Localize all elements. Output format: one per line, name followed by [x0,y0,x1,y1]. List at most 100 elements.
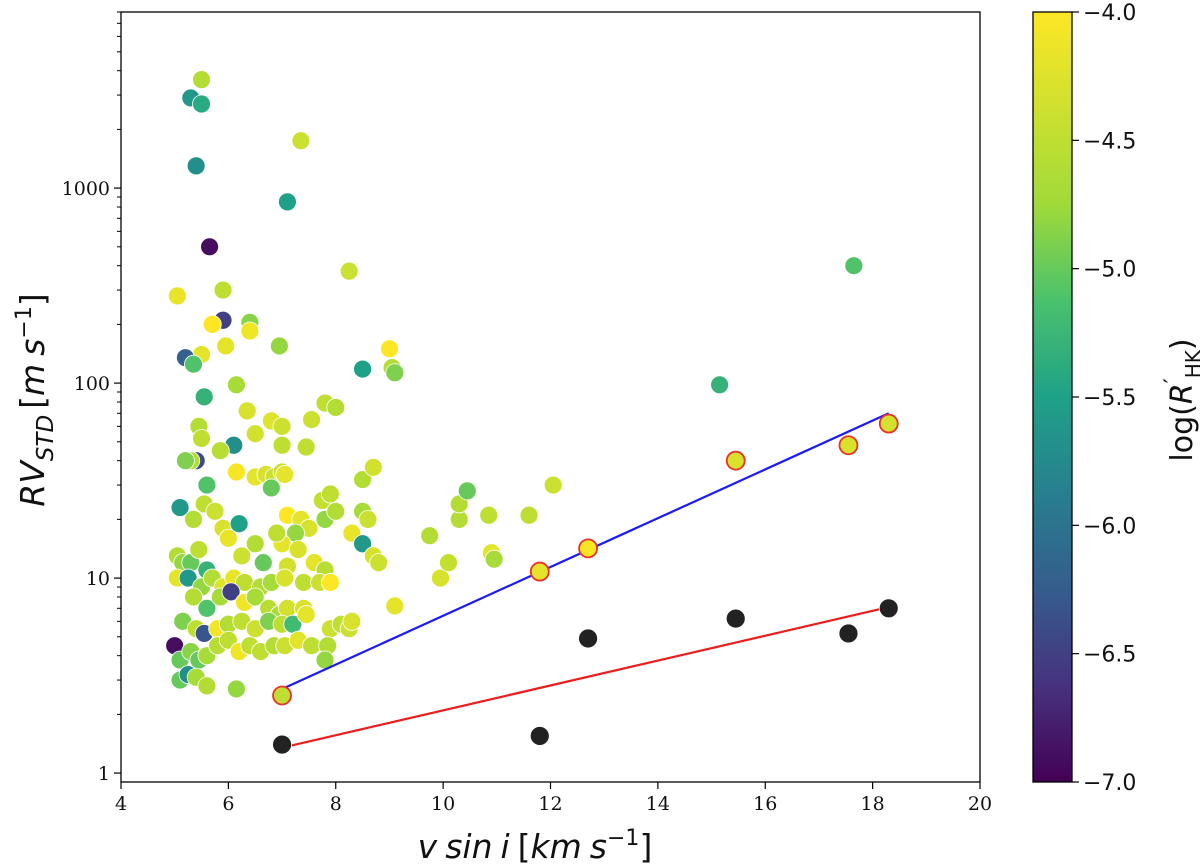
data-point [176,451,195,471]
y-axis-title: RVSTD[ms−1] [12,293,59,506]
data-point [210,441,230,461]
data-point [192,70,211,90]
highlighted-point [272,685,292,706]
highlighted-point [878,413,899,434]
x-tick-label: 14 [646,793,670,815]
data-point [272,416,292,436]
data-point [380,339,399,359]
data-point [189,540,209,559]
data-point [186,156,206,176]
colorbar-tick-label: −4.5 [1083,129,1136,154]
data-point [192,429,211,448]
data-point [245,424,265,444]
data-point [710,375,730,395]
data-point [479,505,499,525]
data-point [237,401,257,421]
black-point [272,734,292,755]
data-point [275,465,295,484]
black-point [838,623,859,644]
data-point [192,94,211,114]
data-point [232,546,252,566]
data-point [296,605,316,624]
x-tick-label: 8 [330,793,342,815]
highlighted-point [725,450,746,471]
data-point [184,509,203,529]
colorbar-tick-label: −6.5 [1083,643,1136,668]
data-point [221,582,241,602]
data-point [420,526,440,546]
black-point [578,628,598,649]
data-point [484,549,504,569]
data-point [439,553,458,573]
data-point [369,553,389,573]
data-point [170,498,190,517]
x-axis: 4 6 8 10 12 14 16 18 20 [115,782,992,815]
data-point [278,598,297,618]
data-point [197,676,217,696]
data-points [165,70,864,699]
data-point [245,587,265,607]
colorbar-tick-label: −5.0 [1083,258,1136,283]
data-point [205,501,225,521]
colorbar-tick-label: −5.5 [1083,386,1136,411]
data-point [385,363,405,383]
y-tick-label: 100 [74,373,110,395]
data-point [302,636,321,656]
x-tick-label: 16 [753,793,777,815]
x-tick-label: 20 [968,793,992,815]
plot-frame [120,11,981,783]
colorbar-tick-label: −4.0 [1083,1,1136,26]
data-point [278,192,297,212]
data-point [269,336,289,356]
data-point [261,478,281,498]
x-tick-label: 18 [861,793,885,815]
highlighted-points [272,413,899,755]
data-point [229,514,249,534]
data-point [178,568,198,588]
x-tick-label: 10 [431,793,455,815]
colorbar-axis: −4.0 −4.5 −5.0 −5.5 −6.0 −6.5 −7.0 [1072,1,1136,796]
data-point [184,354,203,374]
data-point [519,505,539,525]
data-point [288,540,308,559]
data-point [320,484,340,504]
colorbar-tick-label: −7.0 [1083,771,1136,796]
black-point [878,598,899,619]
data-point [200,237,219,257]
data-point [216,336,236,356]
data-point [197,598,217,618]
data-point [275,568,295,588]
data-point [543,475,563,495]
fit-line [281,606,889,749]
data-point [227,679,246,699]
data-point [353,470,372,489]
data-point [302,410,321,429]
data-point [326,398,346,417]
data-point [184,587,203,607]
data-point [457,481,477,501]
data-point [363,457,383,477]
data-point [844,256,864,276]
colorbar [1032,11,1073,783]
black-point [529,726,550,746]
highlighted-point [838,435,859,456]
data-point [197,475,217,495]
data-point [291,131,311,151]
highlighted-point [529,561,550,582]
x-axis-title: v sin i [km s−1] [418,826,653,865]
data-point [294,573,313,592]
black-point [725,608,746,629]
data-point [320,573,340,592]
data-point [353,534,372,554]
data-point [272,435,292,455]
data-point [218,528,238,548]
data-point [296,437,316,457]
data-point [342,611,362,631]
data-point [202,314,222,334]
data-point [253,553,273,573]
data-point [213,280,233,300]
colorbar-tick-label: −6.0 [1083,514,1136,539]
colorbar-title: log(R′HK) [1161,338,1200,461]
data-point [339,261,359,281]
